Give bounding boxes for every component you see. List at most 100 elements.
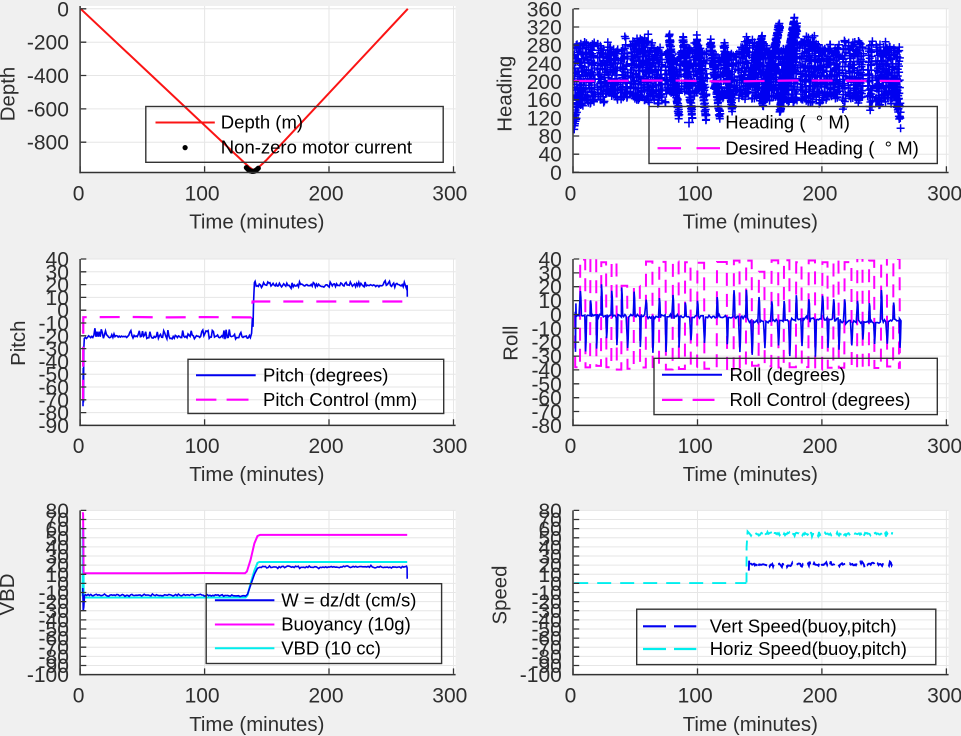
svg-text:60: 60 (538, 518, 561, 541)
svg-text:Non-zero motor current: Non-zero motor current (221, 137, 412, 158)
svg-text:70: 70 (46, 509, 69, 532)
svg-text:300: 300 (432, 684, 467, 707)
svg-text:Time (minutes): Time (minutes) (189, 211, 324, 233)
svg-text:-80: -80 (531, 646, 561, 669)
svg-text:100: 100 (678, 684, 713, 707)
svg-text:Depth (m): Depth (m) (221, 112, 303, 133)
svg-text:-30: -30 (531, 600, 561, 623)
svg-text:40: 40 (538, 249, 561, 272)
svg-text:Pitch Control (mm): Pitch Control (mm) (263, 389, 417, 410)
svg-text:200: 200 (308, 684, 343, 707)
svg-text:70: 70 (538, 509, 561, 532)
svg-text:30: 30 (46, 261, 69, 284)
svg-text:0: 0 (565, 183, 577, 206)
svg-text:-90: -90 (39, 655, 69, 678)
svg-text:40: 40 (46, 536, 69, 559)
svg-text:30: 30 (46, 546, 69, 569)
svg-text:30: 30 (538, 262, 561, 285)
svg-text:100: 100 (185, 435, 220, 458)
svg-text:-40: -40 (39, 609, 69, 632)
svg-text:40: 40 (538, 536, 561, 559)
svg-text:-100: -100 (27, 664, 69, 687)
svg-text:Time (minutes): Time (minutes) (683, 714, 818, 736)
svg-text:280: 280 (527, 35, 562, 58)
svg-text:-200: -200 (27, 32, 69, 55)
svg-text:Horiz Speed(buoy,pitch): Horiz Speed(buoy,pitch) (710, 638, 907, 659)
svg-text:0: 0 (73, 435, 85, 458)
svg-text:0: 0 (57, 300, 69, 323)
svg-text:-100: -100 (520, 664, 562, 687)
svg-text:100: 100 (678, 183, 713, 206)
svg-text:Roll: Roll (501, 326, 523, 361)
svg-text:360: 360 (527, 0, 562, 21)
svg-text:-90: -90 (531, 655, 561, 678)
svg-text:10: 10 (538, 564, 561, 587)
svg-text:0: 0 (565, 435, 577, 458)
svg-text:20: 20 (538, 555, 561, 578)
svg-text:Time (minutes): Time (minutes) (189, 714, 324, 736)
svg-text:-20: -20 (39, 591, 69, 614)
svg-text:10: 10 (46, 564, 69, 587)
svg-text:-70: -70 (39, 389, 69, 412)
svg-text:Pitch: Pitch (8, 321, 30, 366)
svg-text:80: 80 (46, 500, 69, 523)
svg-text:0: 0 (57, 0, 69, 21)
svg-text:-50: -50 (39, 364, 69, 387)
svg-text:-40: -40 (531, 609, 561, 632)
svg-text:-70: -70 (39, 637, 69, 660)
svg-text:Vert Speed(buoy,pitch): Vert Speed(buoy,pitch) (710, 615, 897, 636)
svg-text:100: 100 (185, 684, 220, 707)
svg-text:-10: -10 (39, 582, 69, 605)
svg-text:200: 200 (802, 435, 837, 458)
svg-text:-90: -90 (39, 415, 69, 438)
svg-text:-30: -30 (531, 346, 561, 369)
svg-text:0: 0 (73, 684, 85, 707)
svg-text:20: 20 (46, 555, 69, 578)
svg-text:300: 300 (432, 435, 467, 458)
svg-text:-20: -20 (531, 591, 561, 614)
svg-text:300: 300 (432, 183, 467, 206)
svg-text:Desired Heading ( ° M): Desired Heading ( ° M) (725, 137, 919, 158)
svg-text:-80: -80 (39, 646, 69, 669)
svg-text:-50: -50 (39, 619, 69, 642)
svg-text:-70: -70 (531, 637, 561, 660)
svg-text:-20: -20 (39, 325, 69, 348)
svg-text:-30: -30 (39, 600, 69, 623)
svg-text:50: 50 (46, 527, 69, 550)
svg-text:20: 20 (46, 274, 69, 297)
svg-text:10: 10 (538, 290, 561, 313)
svg-text:40: 40 (46, 249, 69, 272)
svg-text:VBD: VBD (0, 574, 19, 616)
svg-text:Time (minutes): Time (minutes) (683, 464, 818, 486)
svg-text:Depth: Depth (0, 67, 19, 121)
svg-text:200: 200 (308, 435, 343, 458)
svg-text:300: 300 (927, 435, 961, 458)
svg-text:-40: -40 (531, 359, 561, 382)
svg-text:-80: -80 (39, 402, 69, 425)
svg-text:0: 0 (73, 183, 85, 206)
svg-text:-80: -80 (531, 415, 561, 438)
svg-text:-10: -10 (39, 313, 69, 336)
svg-text:Time (minutes): Time (minutes) (189, 464, 324, 486)
svg-text:Roll Control (degrees): Roll Control (degrees) (730, 389, 911, 410)
svg-text:40: 40 (538, 144, 561, 167)
svg-text:-60: -60 (39, 377, 69, 400)
svg-text:Speed: Speed (490, 566, 512, 625)
svg-text:200: 200 (308, 183, 343, 206)
svg-text:200: 200 (802, 183, 837, 206)
svg-text:-10: -10 (531, 318, 561, 341)
svg-text:200: 200 (802, 684, 837, 707)
svg-text:80: 80 (538, 126, 561, 149)
svg-text:200: 200 (527, 71, 562, 94)
svg-text:0: 0 (565, 684, 577, 707)
svg-text:-50: -50 (531, 619, 561, 642)
svg-text:320: 320 (527, 17, 562, 40)
svg-text:100: 100 (185, 183, 220, 206)
svg-text:-40: -40 (39, 351, 69, 374)
svg-text:-20: -20 (531, 332, 561, 355)
svg-text:Buoyancy (10g): Buoyancy (10g) (281, 614, 411, 635)
svg-text:-60: -60 (531, 628, 561, 651)
svg-text:0: 0 (550, 162, 562, 185)
svg-text:50: 50 (538, 527, 561, 550)
svg-text:10: 10 (46, 287, 69, 310)
